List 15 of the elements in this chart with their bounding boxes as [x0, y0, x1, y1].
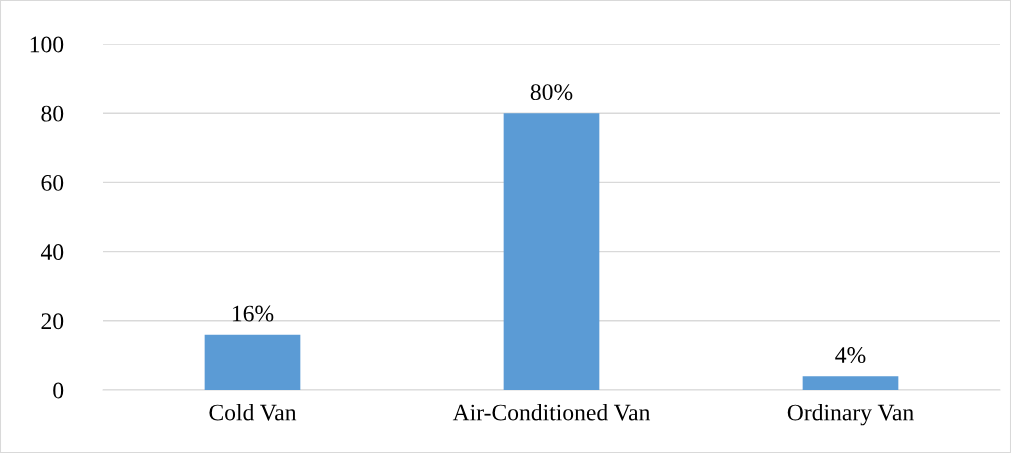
- y-tick-label: 60: [41, 174, 64, 191]
- y-tick-label: 0: [53, 382, 64, 399]
- y-tick-label: 20: [41, 313, 64, 330]
- y-tick-label: 100: [30, 36, 64, 53]
- data-label: 16%: [232, 305, 274, 322]
- bar: [204, 334, 301, 390]
- x-tick-label: Ordinary Van: [787, 403, 914, 426]
- y-tick-label: 40: [40, 244, 64, 261]
- x-tick-label: Air-Conditioned Van: [452, 403, 651, 421]
- data-label: 4%: [835, 347, 866, 364]
- data-label: 80%: [530, 84, 573, 101]
- y-tick-label: 80: [41, 105, 64, 122]
- bar: [503, 113, 600, 390]
- bar: [802, 376, 899, 390]
- x-tick-label: Cold Van: [209, 403, 297, 421]
